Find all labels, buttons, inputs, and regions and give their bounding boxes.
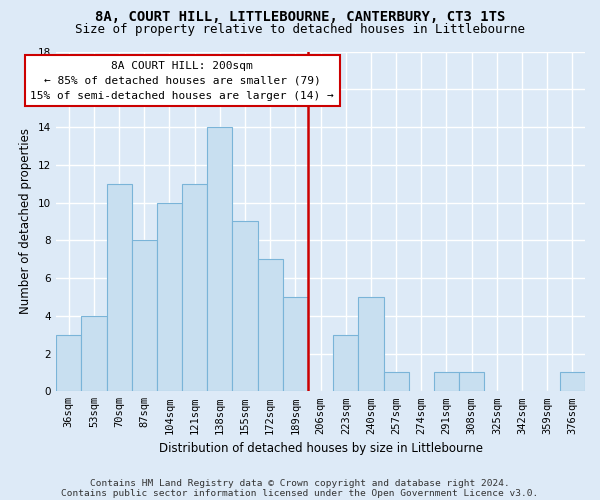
Bar bbox=[182, 184, 207, 392]
Text: Size of property relative to detached houses in Littlebourne: Size of property relative to detached ho… bbox=[75, 22, 525, 36]
Bar bbox=[56, 334, 82, 392]
Bar bbox=[459, 372, 484, 392]
Bar bbox=[207, 127, 232, 392]
Y-axis label: Number of detached properties: Number of detached properties bbox=[19, 128, 32, 314]
Bar bbox=[157, 202, 182, 392]
Text: 8A, COURT HILL, LITTLEBOURNE, CANTERBURY, CT3 1TS: 8A, COURT HILL, LITTLEBOURNE, CANTERBURY… bbox=[95, 10, 505, 24]
Bar bbox=[283, 297, 308, 392]
Bar bbox=[82, 316, 107, 392]
Bar bbox=[257, 259, 283, 392]
Text: Contains public sector information licensed under the Open Government Licence v3: Contains public sector information licen… bbox=[61, 488, 539, 498]
Text: Contains HM Land Registry data © Crown copyright and database right 2024.: Contains HM Land Registry data © Crown c… bbox=[90, 478, 510, 488]
Bar bbox=[383, 372, 409, 392]
Text: 8A COURT HILL: 200sqm
← 85% of detached houses are smaller (79)
15% of semi-deta: 8A COURT HILL: 200sqm ← 85% of detached … bbox=[30, 61, 334, 100]
Bar bbox=[232, 222, 257, 392]
Bar bbox=[560, 372, 585, 392]
Bar bbox=[333, 334, 358, 392]
Bar bbox=[434, 372, 459, 392]
Bar bbox=[358, 297, 383, 392]
X-axis label: Distribution of detached houses by size in Littlebourne: Distribution of detached houses by size … bbox=[158, 442, 482, 455]
Bar bbox=[132, 240, 157, 392]
Bar bbox=[107, 184, 132, 392]
